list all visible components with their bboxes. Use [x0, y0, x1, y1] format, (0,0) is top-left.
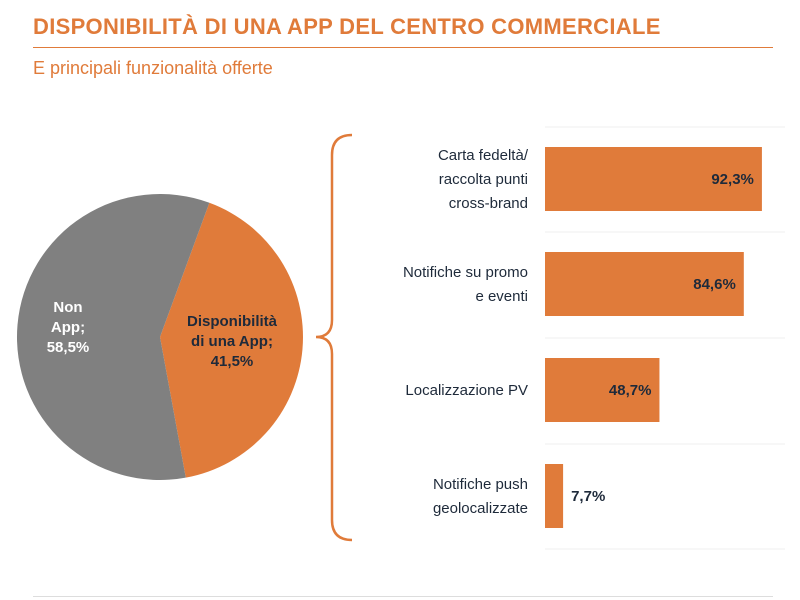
bar-category-label-0: Carta fedeltà/raccolta punti cross-brand: [438, 147, 529, 212]
page-subtitle: E principali funzionalità offerte: [33, 58, 273, 78]
bar-3: [545, 464, 564, 528]
footer-divider: [33, 596, 773, 597]
bar-category-label-2: Localizzazione PV: [405, 382, 528, 399]
bar-0: [545, 147, 762, 211]
title-divider: [33, 47, 773, 48]
bar-category-label-1: Notifiche su promo e eventi: [403, 264, 528, 305]
bar-1: [545, 252, 744, 316]
pie-slice-label-1: Non App; 58,5%: [47, 299, 90, 356]
pie-slice-1: [16, 194, 210, 481]
group-brace: [315, 133, 353, 542]
pie-slice-0: [160, 202, 303, 478]
bar-value-label-0: 92,3%: [711, 171, 754, 188]
bar-value-label-2: 48,7%: [609, 382, 652, 399]
page-title: DISPONIBILITÀ DI UNA APP DEL CENTRO COMM…: [33, 14, 661, 39]
bar-value-label-3: 7,7%: [571, 488, 605, 505]
bar-value-label-1: 84,6%: [693, 276, 736, 293]
pie-slice-label-0: Disponibilità di una App; 41,5%: [187, 313, 278, 370]
bar-category-label-3: Notifiche push geolocalizzate: [433, 476, 528, 517]
bar-2: [545, 358, 660, 422]
